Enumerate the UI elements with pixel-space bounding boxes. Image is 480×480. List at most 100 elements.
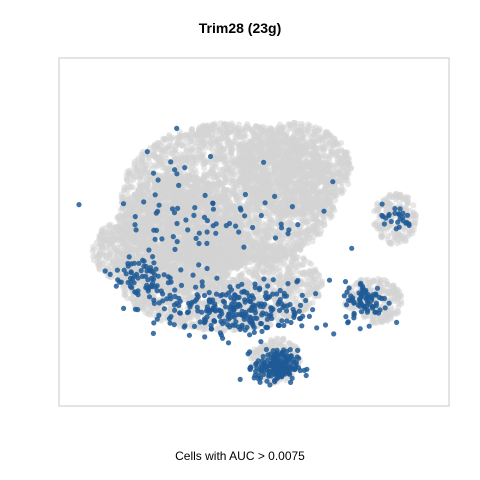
background-cell-point — [255, 140, 262, 147]
background-cell-point — [232, 217, 239, 224]
background-cell-point — [197, 176, 204, 183]
background-cell-point — [202, 181, 209, 188]
background-cell-point — [279, 199, 286, 206]
background-cell-point — [233, 125, 240, 132]
background-cell-point — [305, 227, 312, 234]
background-cell-point — [317, 231, 324, 237]
background-cell-point — [299, 216, 305, 223]
background-cell-point — [150, 151, 157, 158]
background-cell-point — [253, 157, 260, 164]
background-cell-point — [133, 167, 140, 174]
background-cell-point — [334, 156, 341, 163]
background-cell-point — [216, 142, 223, 149]
background-cell-point — [321, 159, 328, 166]
background-cell-point — [215, 147, 222, 154]
background-cell-point — [179, 132, 186, 139]
background-cell-point — [161, 161, 167, 168]
background-cell-point — [185, 132, 192, 138]
background-cell-point — [153, 163, 160, 170]
background-cell-point — [208, 213, 215, 220]
background-cell-point — [141, 193, 148, 200]
background-cell-point — [267, 220, 274, 227]
background-cell-point — [229, 153, 236, 160]
background-cell-point — [317, 163, 324, 169]
background-cell-point — [332, 184, 338, 191]
background-cell-point — [199, 153, 206, 160]
background-cell-point — [305, 218, 312, 224]
background-cell-point — [261, 128, 267, 135]
background-cell-point — [307, 133, 314, 140]
background-cell-point — [192, 226, 199, 233]
background-cell-point — [163, 202, 170, 209]
background-cell-point — [168, 181, 175, 188]
background-cell-point — [337, 146, 344, 153]
background-cell-point — [346, 160, 353, 167]
background-cell-point — [178, 200, 185, 207]
background-cell-point — [324, 129, 331, 136]
background-cell-point — [239, 223, 246, 230]
background-cell-point — [244, 123, 251, 130]
background-cell-point — [146, 176, 153, 183]
background-cell-point — [191, 133, 198, 140]
background-cell-point — [284, 142, 291, 148]
background-cell-point — [299, 228, 306, 235]
background-cell-point — [269, 159, 276, 166]
background-cell-point — [200, 131, 207, 137]
background-cell-point — [230, 139, 237, 146]
background-cell-point — [117, 212, 124, 219]
background-cell-point — [135, 191, 142, 198]
background-cell-point — [201, 160, 208, 167]
background-cell-point — [130, 176, 137, 183]
background-cell-point — [253, 133, 260, 140]
background-cell-point — [279, 165, 286, 172]
background-cell-point — [193, 194, 200, 201]
background-cell-point — [298, 187, 304, 194]
background-cell-point — [179, 208, 185, 215]
background-cell-point — [272, 154, 279, 161]
background-cell-point — [268, 143, 275, 150]
background-cell-point — [164, 148, 171, 155]
background-cell-point — [166, 132, 173, 139]
background-cell-point — [267, 124, 274, 131]
background-cell-point — [344, 169, 351, 176]
background-cell-point — [184, 138, 191, 145]
background-cell-point — [124, 178, 131, 184]
background-cell-point — [309, 189, 316, 195]
background-cell-point — [178, 226, 185, 233]
background-cell-point — [322, 152, 329, 159]
background-cell-point — [136, 209, 143, 216]
background-cell-point — [164, 207, 171, 214]
background-cell-point — [157, 213, 164, 220]
background-cell-point — [311, 216, 318, 223]
background-cell-point — [341, 154, 348, 161]
background-cell-point — [177, 151, 184, 158]
background-cell-point — [125, 170, 132, 177]
background-cell-point — [129, 184, 136, 191]
background-cell-point — [232, 171, 239, 178]
background-cell-point — [228, 191, 235, 198]
background-cell-point — [168, 142, 175, 149]
background-cell-point — [171, 200, 178, 207]
background-cell-point — [154, 139, 161, 146]
background-cell-point — [246, 153, 253, 160]
background-cell-point — [213, 174, 220, 181]
background-cell-point — [125, 196, 132, 203]
background-cell-point — [245, 208, 252, 215]
background-cell-point — [226, 142, 233, 149]
background-cell-point — [312, 223, 318, 230]
chart-title: Trim28 (23g) — [198, 20, 282, 36]
background-cell-point — [309, 203, 316, 210]
background-cell-point — [262, 213, 269, 220]
background-cell-point — [304, 128, 311, 135]
background-cell-point — [240, 127, 247, 134]
background-cell-point — [139, 160, 145, 166]
background-cell-point — [256, 229, 263, 236]
background-cell-point — [164, 166, 171, 173]
background-cell-point — [219, 129, 226, 136]
background-cell-point — [231, 176, 237, 183]
background-cell-point — [315, 201, 322, 208]
background-cell-point — [191, 183, 198, 190]
background-cell-point — [219, 172, 226, 178]
background-cell-point — [223, 176, 230, 183]
background-cell-point — [323, 195, 330, 202]
